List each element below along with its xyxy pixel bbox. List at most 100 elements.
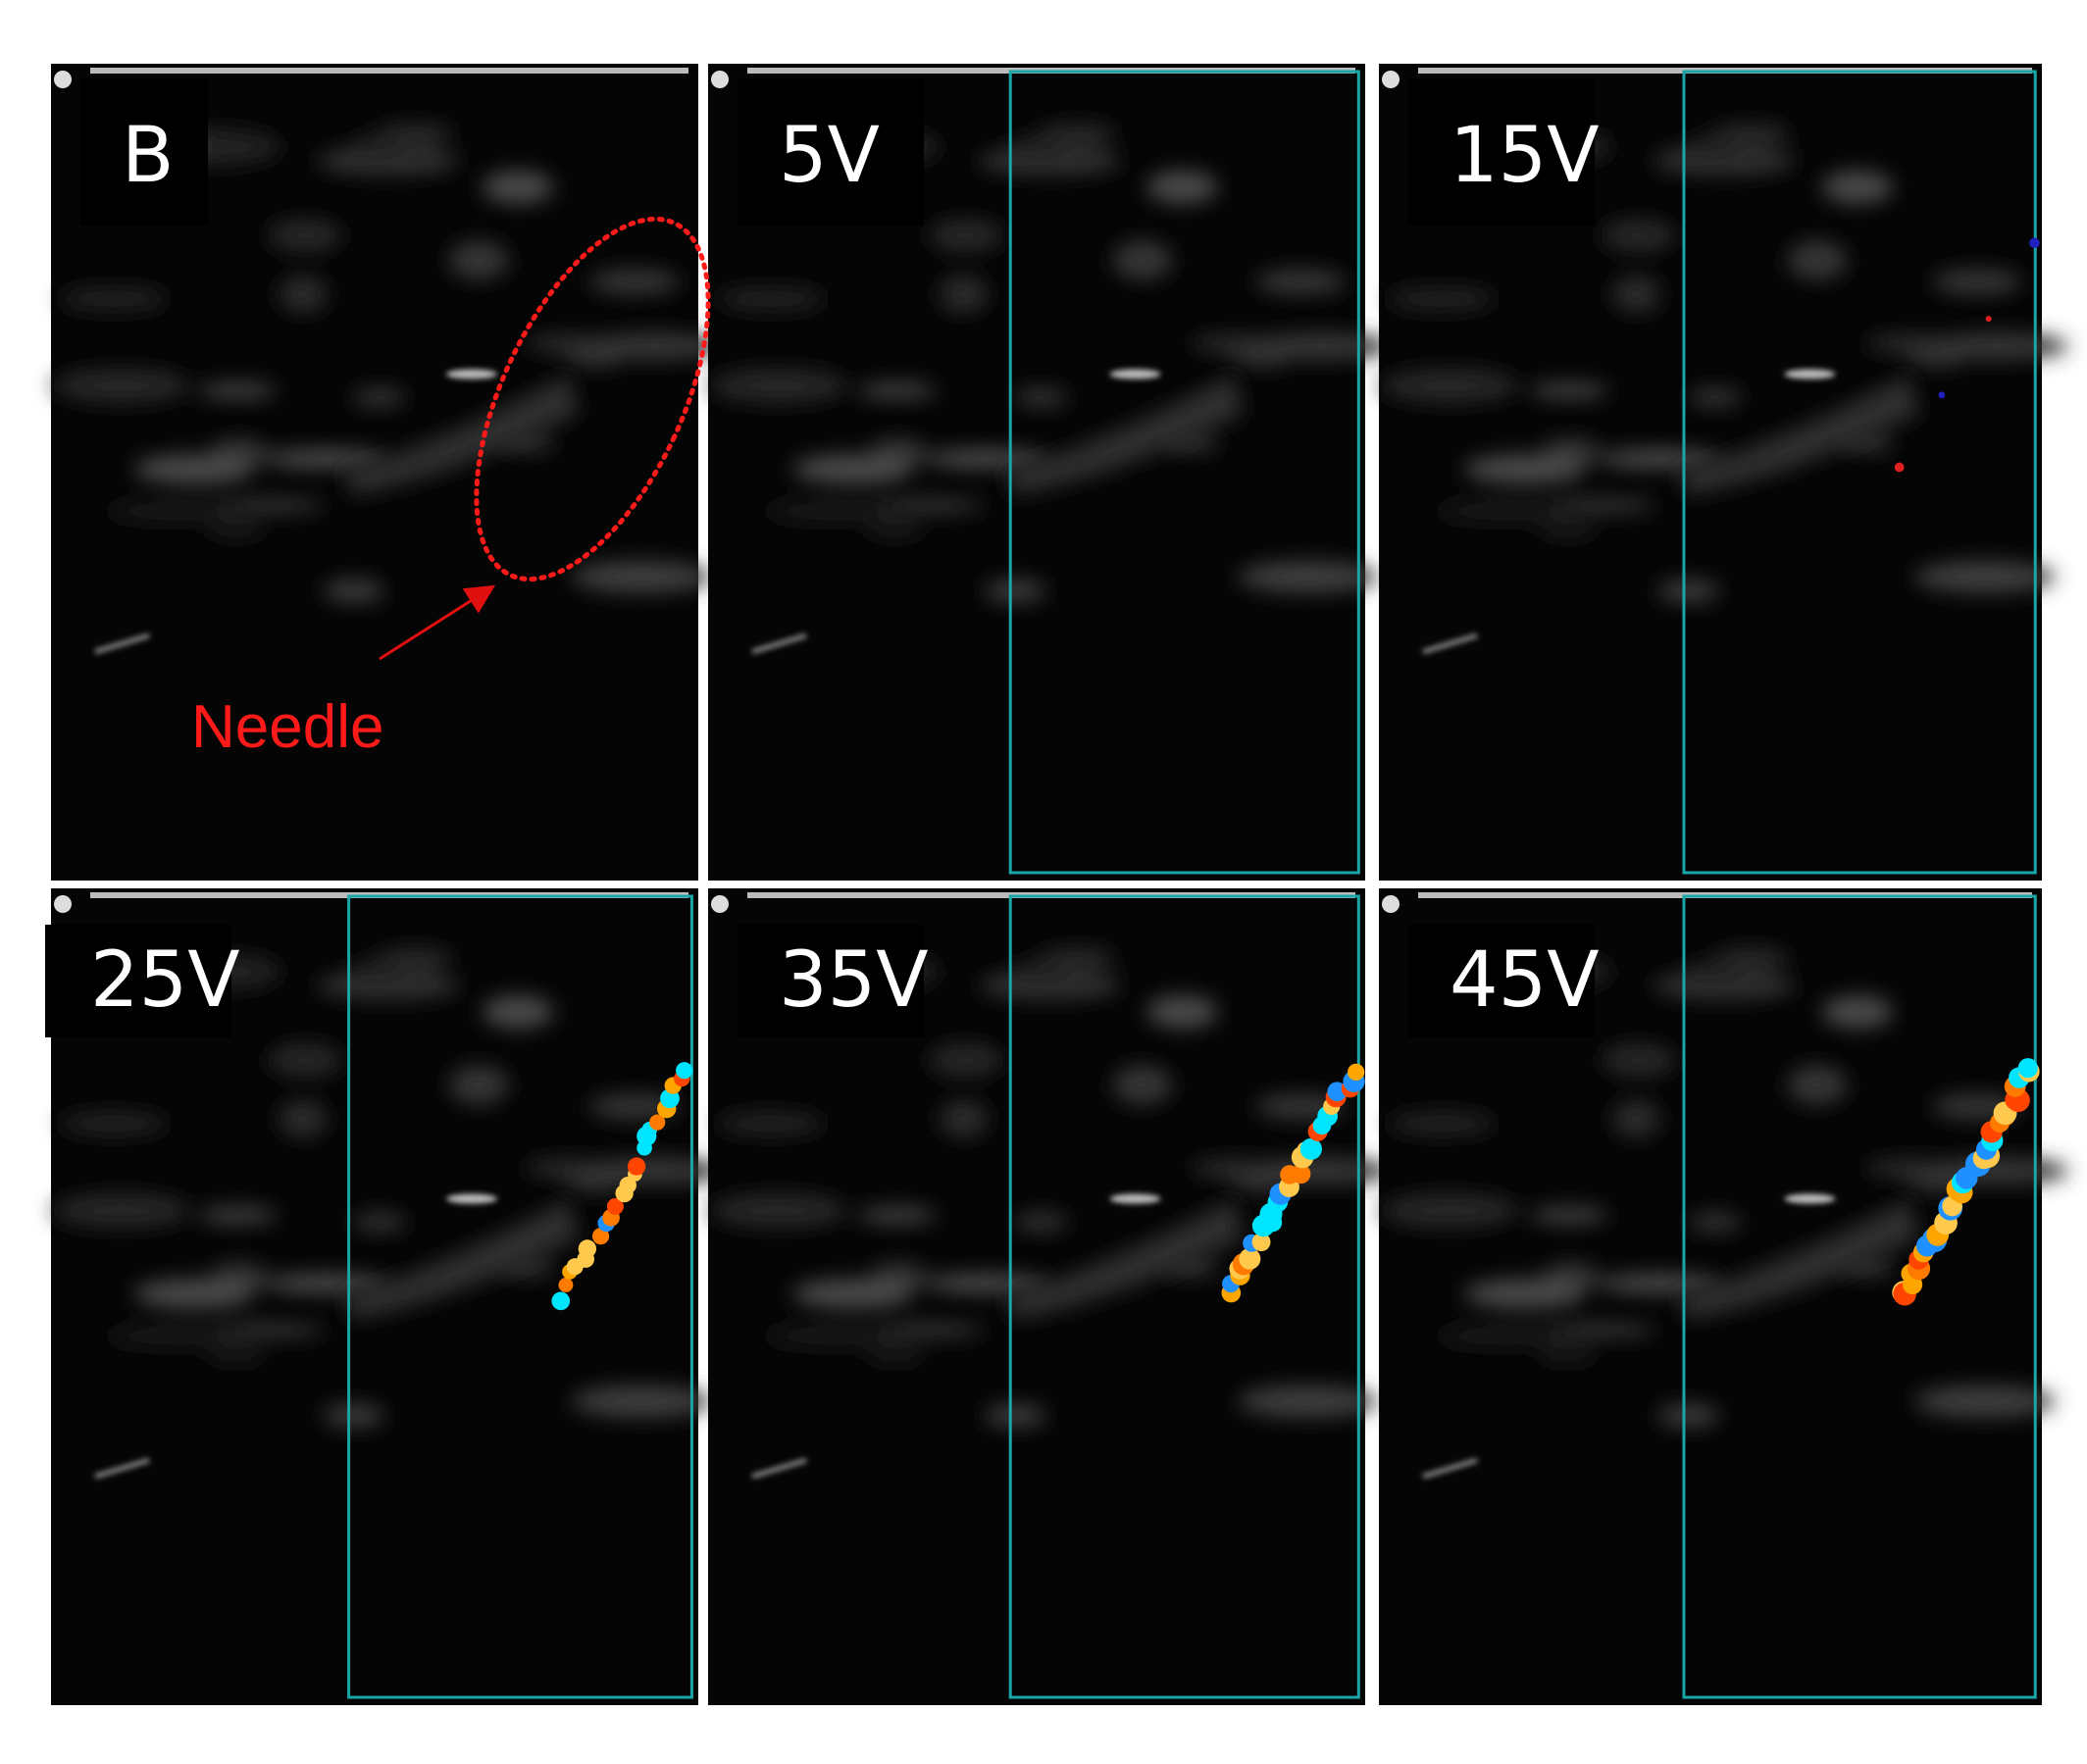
tissue-speckle	[1926, 331, 2068, 361]
doppler-signal	[591, 1228, 610, 1245]
tissue-speckle	[928, 1043, 1003, 1078]
tissue-speckle	[206, 1347, 266, 1361]
tissue-speckle	[792, 1279, 914, 1309]
doppler-signal	[1347, 1063, 1365, 1082]
probe-dot	[711, 895, 729, 913]
tissue-speckle	[1381, 1192, 1518, 1229]
tissue-speckle	[268, 1043, 342, 1078]
bright-streak	[94, 632, 150, 655]
tissue-speckle	[1914, 560, 2056, 593]
tissue-speckle	[279, 275, 328, 313]
tissue-speckle	[1657, 1403, 1720, 1428]
tissue-speckle	[1538, 1347, 1598, 1361]
needle-arrow	[379, 584, 496, 661]
tissue-speckle	[984, 579, 1046, 603]
ultrasound-panel: 35V	[708, 888, 1392, 1705]
doppler-signal	[1894, 462, 1905, 473]
tissue-speckle	[1688, 1212, 1742, 1232]
tissue-speckle	[198, 1207, 278, 1224]
doppler-signal	[627, 1157, 646, 1176]
tissue-speckle	[583, 331, 726, 361]
tissue-speckle	[1381, 368, 1518, 404]
tissue-band	[1003, 1198, 1244, 1320]
tissue-speckle	[1146, 995, 1218, 1029]
tissue-speckle	[1238, 560, 1379, 593]
needle-annotation: Needle	[191, 216, 711, 761]
tissue-speckle	[1597, 1274, 1723, 1293]
doppler-signal	[1239, 1247, 1261, 1270]
roi-box	[347, 894, 693, 1699]
tissue-speckle	[924, 449, 1050, 469]
doppler-signal	[619, 1176, 636, 1194]
tissue-speckle	[482, 995, 554, 1029]
tissue-speckle	[1821, 995, 1894, 1029]
bright-streak	[94, 1457, 150, 1480]
bright-reflector	[1109, 1193, 1161, 1204]
tissue-speckle	[1387, 1111, 1497, 1135]
tissue-speckle	[59, 286, 169, 311]
tissue-speckle	[1238, 1385, 1379, 1418]
tissue-speckle	[1464, 454, 1586, 484]
tissue-speckle	[268, 219, 342, 253]
tissue-speckle	[1014, 1212, 1068, 1232]
tissue-speckle	[1249, 331, 1392, 361]
probe-dot	[1382, 71, 1400, 88]
tissue-speckle	[482, 171, 554, 204]
tissue-speckle	[1249, 1156, 1392, 1185]
tissue-texture	[710, 124, 1392, 603]
panel-label: 25V	[90, 936, 240, 1025]
tissue-speckle	[52, 368, 190, 404]
label-box	[1408, 78, 1595, 226]
tissue-speckle	[571, 560, 712, 593]
tissue-texture	[52, 948, 726, 1428]
tissue-band	[342, 1198, 579, 1320]
probe-bar	[90, 68, 688, 74]
doppler-signal	[1299, 1137, 1322, 1160]
tissue-speckle	[984, 1403, 1046, 1428]
roi-box	[1682, 894, 2037, 1699]
tissue-speckle	[1006, 960, 1080, 985]
tissue-speckle	[857, 382, 937, 399]
tissue-speckle	[1530, 1207, 1608, 1224]
bright-reflector	[446, 369, 497, 379]
panel-label: 5V	[779, 112, 880, 200]
label-box	[738, 78, 924, 226]
ultrasound-panel: 45V	[1379, 888, 2068, 1705]
probe-dot	[54, 895, 72, 913]
tissue-speckle	[263, 449, 389, 469]
tissue-speckle	[1387, 286, 1497, 311]
tissue-speckle	[710, 368, 847, 404]
label-box	[738, 925, 924, 1037]
ultrasound-panel: 5V	[708, 64, 1392, 881]
tissue-speckle	[1112, 240, 1173, 280]
tissue-speckle	[1680, 135, 1754, 161]
tissue-speckle	[323, 579, 385, 603]
bright-streak	[1422, 632, 1478, 655]
roi-box	[1008, 70, 1360, 875]
tissue-texture	[52, 124, 726, 603]
panel-label: B	[122, 112, 175, 200]
label-box	[1408, 925, 1595, 1037]
doppler-signal	[1985, 316, 1992, 323]
tissue-speckle	[1787, 240, 1848, 280]
tissue-speckle	[924, 1274, 1050, 1293]
bright-reflector	[1784, 369, 1836, 379]
doppler-signal	[1938, 391, 1946, 399]
tissue-speckle	[1611, 1099, 1661, 1137]
tissue-speckle	[106, 501, 251, 522]
doppler-signal	[649, 1114, 666, 1131]
tissue-speckle	[344, 960, 418, 985]
tissue-band	[1003, 374, 1244, 495]
tissue-speckle	[1464, 1279, 1586, 1309]
doppler-signal	[578, 1239, 597, 1258]
doppler-signal	[676, 1062, 693, 1080]
tissue-speckle	[1530, 382, 1608, 399]
tissue-speckle	[1112, 1065, 1173, 1105]
tissue-band	[1677, 374, 1919, 495]
tissue-speckle	[263, 1274, 389, 1293]
tissue-speckle	[588, 1093, 681, 1120]
bright-streak	[751, 1457, 807, 1480]
ultrasound-panel: 25V	[45, 888, 726, 1705]
tissue-speckle	[133, 1279, 256, 1309]
